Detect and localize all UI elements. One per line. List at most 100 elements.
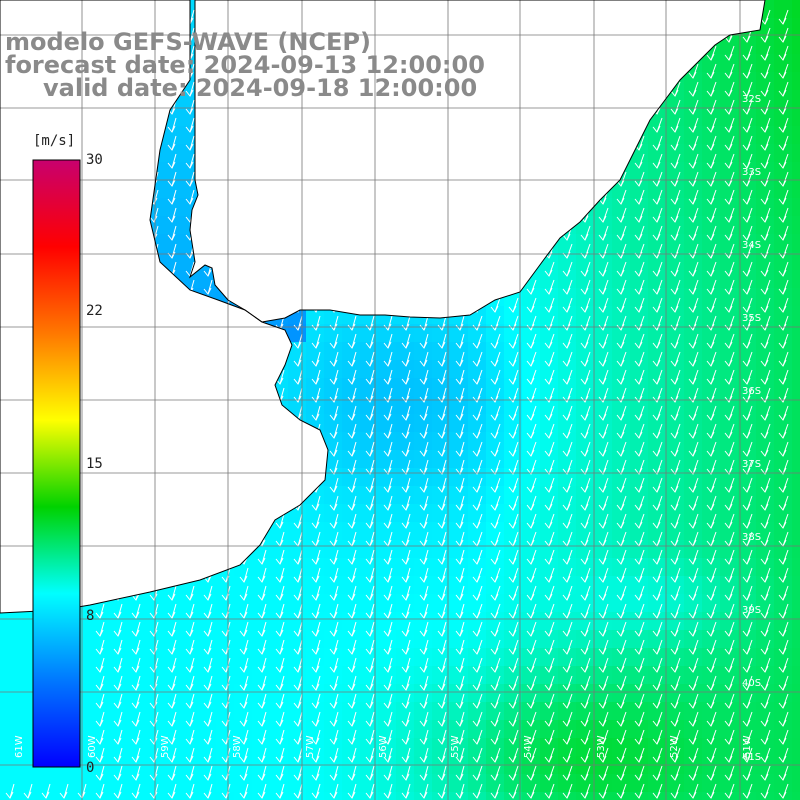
wind-arrow: [455, 405, 465, 421]
wind-cell: [432, 324, 451, 343]
wind-cell: [432, 522, 451, 541]
wind-cell: [630, 378, 649, 397]
wind-arrow: [383, 459, 393, 475]
wind-arrow: [706, 729, 717, 745]
wind-cell: [630, 324, 649, 343]
wind-cell: [342, 666, 361, 685]
wind-arrow: [239, 765, 249, 781]
wind-cell: [630, 360, 649, 379]
wind-cell: [468, 774, 487, 793]
wind-arrow: [760, 639, 771, 655]
wind-arrow: [455, 423, 465, 439]
wind-cell: [522, 720, 541, 739]
wind-arrow: [580, 423, 591, 439]
wind-cell: [0, 684, 19, 703]
wind-arrow: [562, 621, 573, 637]
coastline: [0, 0, 766, 614]
wind-cell: [0, 648, 19, 667]
wind-arrow: [580, 657, 591, 673]
wind-cell: [378, 468, 397, 487]
wind-cell: [198, 612, 217, 631]
wind-cell: [414, 468, 433, 487]
wind-arrow: [437, 495, 447, 511]
wind-cell: [108, 666, 127, 685]
wind-cell: [558, 576, 577, 595]
wind-arrow: [526, 621, 537, 637]
wind-cell: [756, 630, 775, 649]
wind-cell: [702, 630, 721, 649]
wind-arrow: [778, 405, 789, 421]
wind-arrow: [652, 513, 663, 529]
wind-arrow: [562, 747, 573, 763]
wind-cell: [432, 558, 451, 577]
wind-arrow: [562, 729, 573, 745]
wind-cell: [522, 342, 541, 361]
wind-arrow: [293, 657, 303, 673]
wind-cell: [522, 486, 541, 505]
wind-arrow: [257, 783, 267, 799]
wind-arrow: [311, 693, 321, 709]
wind-arrow: [526, 747, 537, 763]
wind-arrow: [257, 747, 267, 763]
wind-cell: [504, 558, 523, 577]
wind-arrow: [688, 729, 699, 745]
wind-arrow: [652, 171, 663, 187]
wind-arrow: [544, 639, 555, 655]
wind-arrow: [634, 189, 645, 205]
wind-cell: [756, 180, 775, 199]
wind-cell: [378, 792, 397, 800]
wind-cell: [486, 504, 505, 523]
wind-cell: [414, 486, 433, 505]
wind-cell: [126, 738, 145, 757]
wind-arrow: [455, 711, 465, 727]
wind-arrow: [580, 369, 591, 385]
wind-arrow: [562, 603, 573, 619]
wind-cell: [558, 234, 577, 253]
wind-arrow: [742, 171, 753, 187]
wind-arrow: [490, 459, 501, 475]
wind-cell: [558, 414, 577, 433]
wind-arrow: [419, 351, 429, 367]
wind-cell: [738, 198, 757, 217]
wind-cell: [558, 504, 577, 523]
wind-cell: [774, 594, 793, 613]
wind-cell: [594, 594, 613, 613]
wind-arrow: [293, 369, 303, 385]
wind-cell: [144, 666, 163, 685]
wind-arrow: [113, 639, 123, 655]
wind-cell: [342, 342, 361, 361]
wind-arrow: [472, 477, 483, 493]
wind-arrow: [167, 171, 177, 187]
wind-cell: [450, 630, 469, 649]
wind-arrow: [526, 693, 537, 709]
wind-cell: [558, 630, 577, 649]
wind-arrow: [598, 603, 609, 619]
wind-arrow: [365, 549, 375, 565]
wind-arrow: [544, 765, 555, 781]
wind-arrow: [634, 765, 645, 781]
wind-cell: [594, 468, 613, 487]
wind-cell: [774, 504, 793, 523]
wind-arrow: [401, 639, 411, 655]
wind-arrow: [113, 693, 123, 709]
wind-cell: [720, 54, 739, 73]
wind-cell: [18, 792, 37, 800]
wind-cell: [540, 414, 559, 433]
wind-arrow: [562, 495, 573, 511]
wind-arrow: [760, 693, 771, 709]
wind-cell: [522, 504, 541, 523]
wind-cell: [666, 306, 685, 325]
wind-cell: [774, 144, 793, 163]
wind-arrow: [311, 549, 321, 565]
wind-arrow: [383, 675, 393, 691]
wind-arrow: [760, 261, 771, 277]
wind-cell: [180, 792, 199, 800]
wind-cell: [630, 504, 649, 523]
wind-arrow: [383, 513, 393, 529]
wind-arrow: [275, 621, 285, 637]
wind-cell: [504, 684, 523, 703]
wind-cell: [396, 396, 415, 415]
wind-cell: [522, 612, 541, 631]
